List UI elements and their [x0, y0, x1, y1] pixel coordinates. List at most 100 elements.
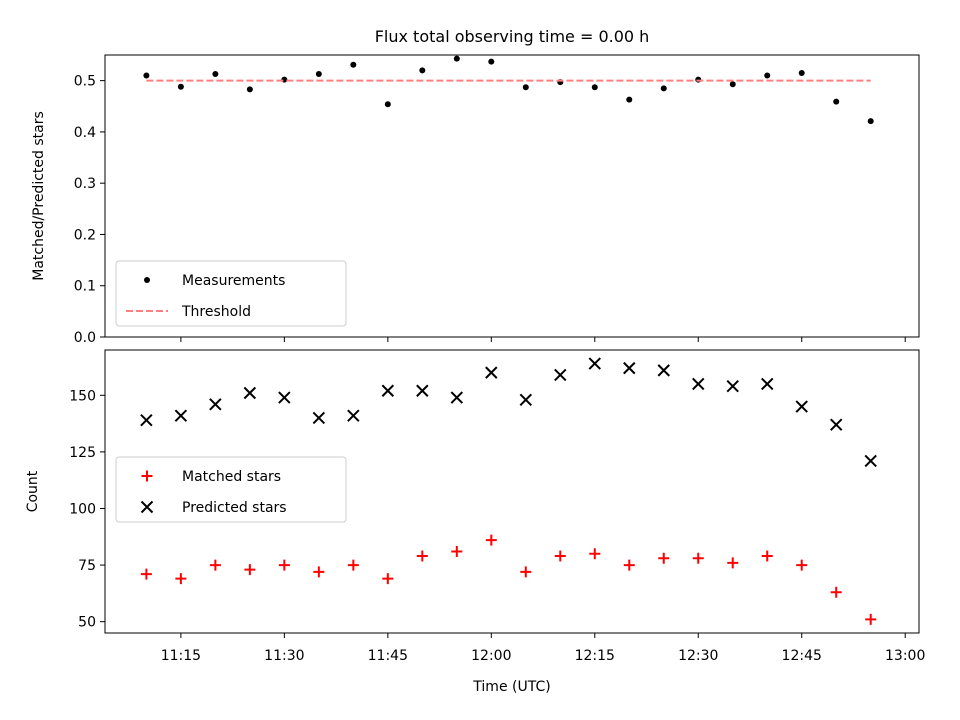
x-axis-label: Time (UTC) [472, 679, 550, 695]
data-point [416, 550, 428, 562]
data-point [798, 69, 805, 76]
data-point [244, 564, 256, 576]
data-point [177, 83, 184, 90]
x-tick-label: 11:15 [161, 648, 201, 664]
data-point [313, 566, 325, 578]
series-measurements [143, 55, 874, 125]
data-point [660, 85, 667, 92]
data-point [350, 61, 357, 68]
x-tick-label: 13:00 [885, 648, 925, 664]
data-point [695, 76, 702, 83]
data-point [796, 559, 808, 571]
data-point [315, 70, 322, 77]
y-tick-label: 150 [69, 388, 96, 404]
data-point [485, 366, 498, 379]
data-point [588, 357, 601, 370]
data-point [867, 118, 874, 125]
data-point [833, 98, 840, 105]
data-point [520, 566, 532, 578]
data-point [623, 361, 636, 375]
data-point [174, 409, 188, 422]
y-tick-label: 75 [78, 558, 96, 574]
data-point [416, 384, 429, 397]
x-tick-label: 11:30 [264, 648, 304, 664]
y-tick-label: 0.4 [74, 125, 96, 141]
data-point [727, 557, 739, 569]
y-axis-label: Count [25, 470, 41, 512]
y-tick-label: 0.5 [74, 74, 96, 90]
data-point [382, 573, 394, 585]
legend-label: Predicted stars [182, 500, 287, 516]
data-point [451, 545, 463, 557]
data-point [278, 559, 290, 571]
data-point [692, 552, 704, 564]
chart-title: Flux total observing time = 0.00 h [375, 27, 650, 46]
data-point [764, 72, 771, 79]
axes-frame [104, 349, 920, 634]
data-point [209, 398, 222, 411]
data-point [761, 550, 773, 562]
bottom-panel: 50 75 100 125 150 11:15 11:30 11:45 12:00 12:15 12… [25, 349, 925, 695]
data-point [657, 364, 670, 377]
x-tick-label: 11:45 [368, 648, 408, 664]
y-tick-label: 50 [78, 615, 96, 631]
legend-label: Measurements [182, 273, 285, 289]
legend: Matched stars Predicted stars [115, 456, 347, 523]
data-point [347, 559, 359, 571]
data-point [450, 391, 464, 404]
y-tick-label: 125 [69, 445, 96, 461]
data-point [519, 393, 533, 407]
legend-dot-swatch [144, 277, 150, 283]
axes-frame [104, 54, 920, 338]
legend-x-swatch [140, 500, 154, 514]
data-point [554, 368, 567, 382]
series-matched-stars [140, 534, 877, 625]
data-point [589, 548, 601, 560]
data-point [488, 58, 495, 65]
data-point [729, 81, 736, 88]
y-axis-label: Matched/Predicted stars [31, 111, 47, 281]
data-point [658, 552, 670, 564]
y-tick-label: 0.1 [74, 279, 96, 295]
legend-label: Matched stars [182, 469, 281, 485]
y-tick-label: 0.0 [74, 330, 96, 346]
data-point [143, 72, 150, 79]
legend-plus-swatch [141, 470, 153, 482]
y-tick-label: 100 [69, 501, 96, 517]
x-tick-label: 12:45 [782, 648, 822, 664]
x-tick-label: 12:30 [678, 648, 718, 664]
data-point [246, 86, 253, 93]
data-point [726, 380, 739, 393]
data-point [830, 586, 842, 598]
y-tick-label: 0.3 [74, 176, 96, 192]
data-point [865, 613, 877, 625]
data-point [312, 411, 326, 425]
data-point [212, 70, 219, 77]
data-point [278, 391, 291, 404]
data-point [140, 413, 153, 427]
data-point [522, 84, 529, 91]
legend-box [115, 260, 347, 327]
legend-box [115, 456, 347, 523]
data-point [281, 76, 288, 83]
data-point [623, 559, 635, 571]
data-point [209, 559, 221, 571]
legend: Measurements Threshold [115, 260, 347, 327]
data-point [347, 409, 360, 422]
data-point [384, 101, 391, 108]
data-point [485, 534, 497, 546]
data-point [761, 377, 774, 391]
data-point [243, 386, 257, 400]
data-point [795, 400, 808, 413]
series-predicted-stars [140, 357, 877, 468]
legend-label: Threshold [181, 304, 251, 320]
y-tick-label: 0.2 [74, 227, 96, 243]
x-tick-label: 12:00 [471, 648, 511, 664]
data-point [419, 67, 426, 74]
data-point [140, 568, 152, 580]
data-point [864, 454, 877, 468]
data-point [381, 384, 395, 397]
top-panel: 0.0 0.1 0.2 0.3 0.4 0.5 Matched/Predicted star… [31, 54, 920, 346]
